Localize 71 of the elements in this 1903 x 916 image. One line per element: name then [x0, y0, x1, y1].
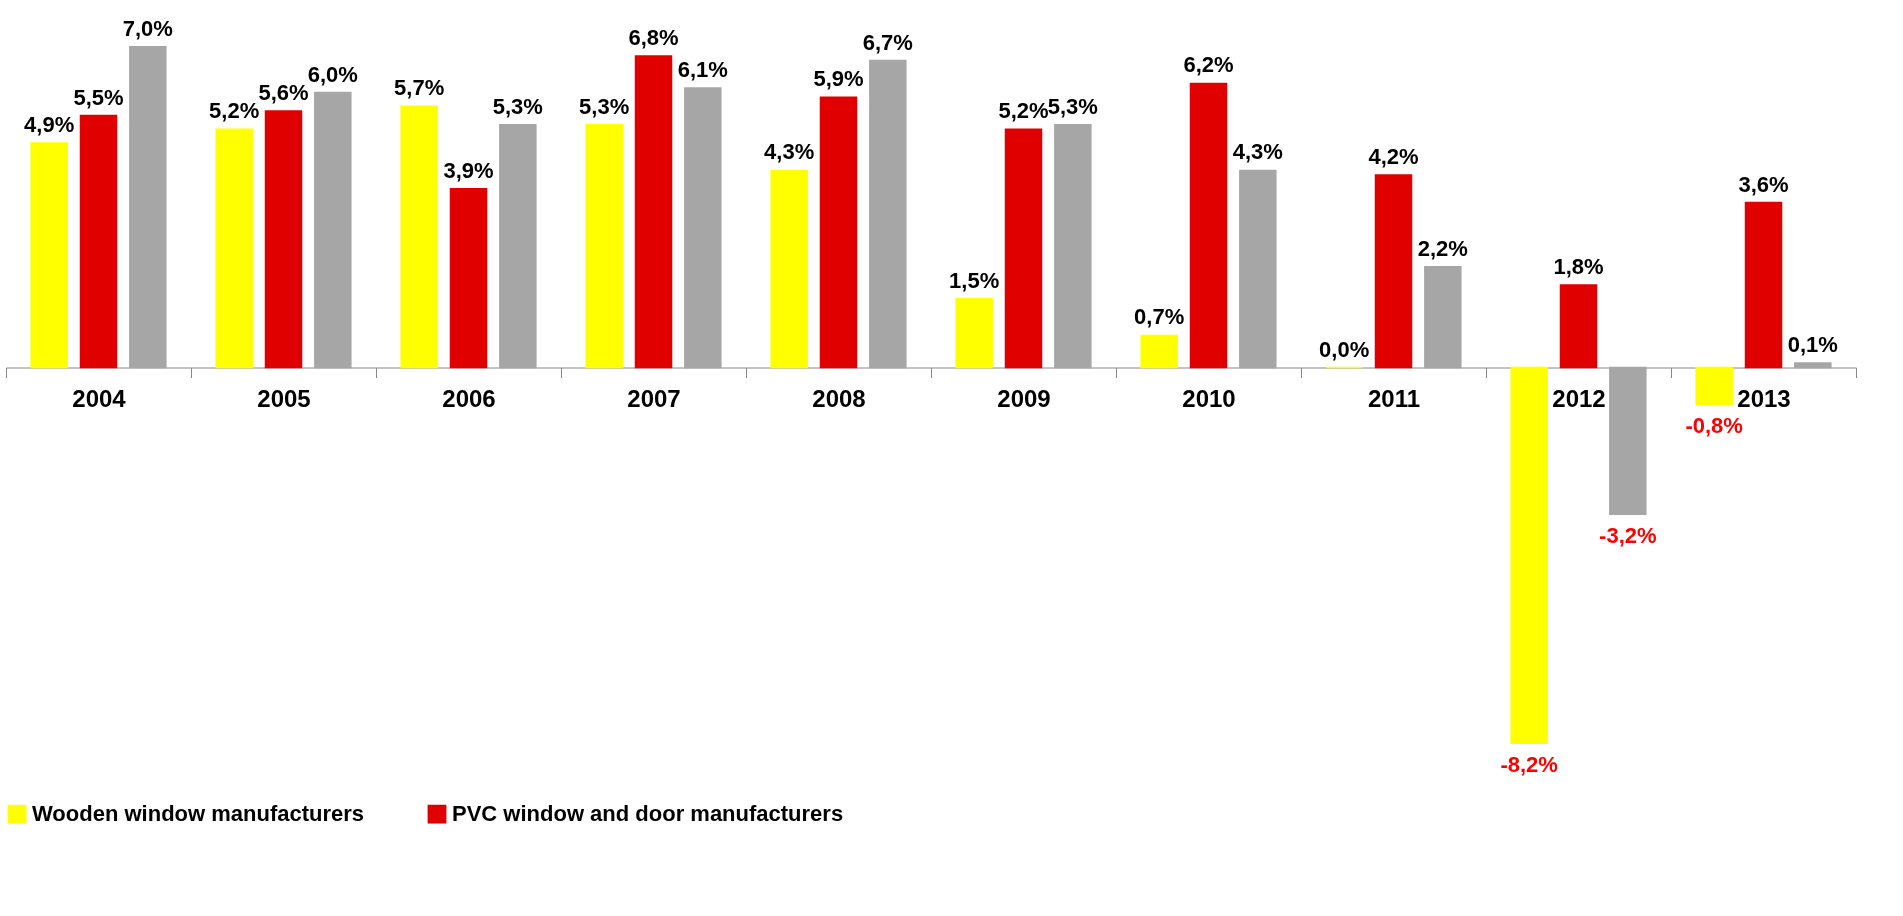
bar	[499, 123, 537, 369]
data-label: 0,0%	[1319, 336, 1370, 362]
bar	[585, 123, 623, 369]
bar	[1424, 265, 1462, 369]
legend-label: PVC window and door manufacturers	[452, 801, 844, 827]
data-label: -3,2%	[1599, 523, 1657, 549]
x-tick-label: 2008	[812, 385, 866, 413]
bar	[955, 298, 993, 369]
data-label: 4,2%	[1368, 144, 1419, 170]
bar	[215, 128, 253, 369]
bar	[1609, 366, 1647, 515]
bar	[1794, 362, 1832, 369]
bar	[1510, 366, 1548, 744]
x-tick-label: 2011	[1367, 385, 1421, 413]
bar	[79, 114, 118, 369]
bar	[264, 110, 303, 369]
legend-label: Wooden window manufacturers	[32, 801, 365, 827]
data-label: 1,5%	[949, 267, 1000, 293]
bar	[449, 188, 488, 369]
data-label: 6,1%	[677, 57, 728, 83]
data-label: 4,3%	[1232, 139, 1283, 165]
bar	[314, 91, 352, 369]
x-tick-label: 2010	[1182, 385, 1236, 413]
bar	[1744, 201, 1783, 369]
data-label: 0,1%	[1787, 331, 1838, 357]
bar	[1054, 123, 1092, 369]
bar	[1695, 366, 1733, 405]
data-label: 5,6%	[258, 79, 309, 105]
bar	[400, 105, 438, 369]
data-label: 6,0%	[307, 61, 358, 87]
bar	[1140, 334, 1178, 369]
x-tick-label: 2009	[997, 385, 1051, 413]
data-label: 6,2%	[1183, 52, 1234, 78]
data-label: 4,3%	[764, 139, 815, 165]
data-label: 3,6%	[1738, 171, 1789, 197]
data-label: 5,9%	[813, 66, 864, 92]
bar	[30, 142, 68, 369]
bar	[819, 96, 858, 369]
data-label: 5,3%	[579, 93, 630, 119]
bar	[1239, 169, 1277, 369]
data-label: 0,7%	[1134, 304, 1185, 330]
data-label: 6,7%	[862, 29, 913, 55]
data-label: 7,0%	[122, 15, 173, 41]
data-label: -0,8%	[1685, 413, 1743, 439]
data-label: -8,2%	[1500, 752, 1558, 778]
data-label: 4,9%	[24, 112, 75, 137]
data-label: 3,9%	[443, 157, 494, 183]
bar	[129, 46, 167, 369]
x-tick-label: 2013	[1737, 385, 1791, 413]
x-tick-label: 2004	[72, 385, 127, 413]
data-label: 1,8%	[1553, 254, 1604, 280]
data-label: 5,2%	[998, 98, 1049, 124]
bar	[1374, 174, 1413, 369]
data-label: 2,2%	[1417, 235, 1468, 261]
x-tick-label: 2007	[627, 385, 681, 413]
data-label: 5,7%	[394, 75, 445, 101]
x-tick-label: 2005	[257, 385, 311, 413]
bar	[634, 55, 673, 369]
bar	[684, 87, 722, 369]
data-label: 5,3%	[492, 93, 543, 119]
bar	[1189, 82, 1228, 369]
data-label: 5,5%	[73, 84, 124, 110]
x-tick-label: 2012	[1552, 385, 1606, 413]
data-label: 5,2%	[209, 98, 260, 124]
data-label: 5,3%	[1047, 93, 1098, 119]
x-tick-label: 2006	[442, 385, 496, 413]
bar	[770, 169, 808, 369]
bar	[869, 59, 907, 369]
data-label: 6,8%	[628, 24, 679, 50]
bar	[1004, 128, 1043, 369]
bar	[1559, 284, 1598, 369]
